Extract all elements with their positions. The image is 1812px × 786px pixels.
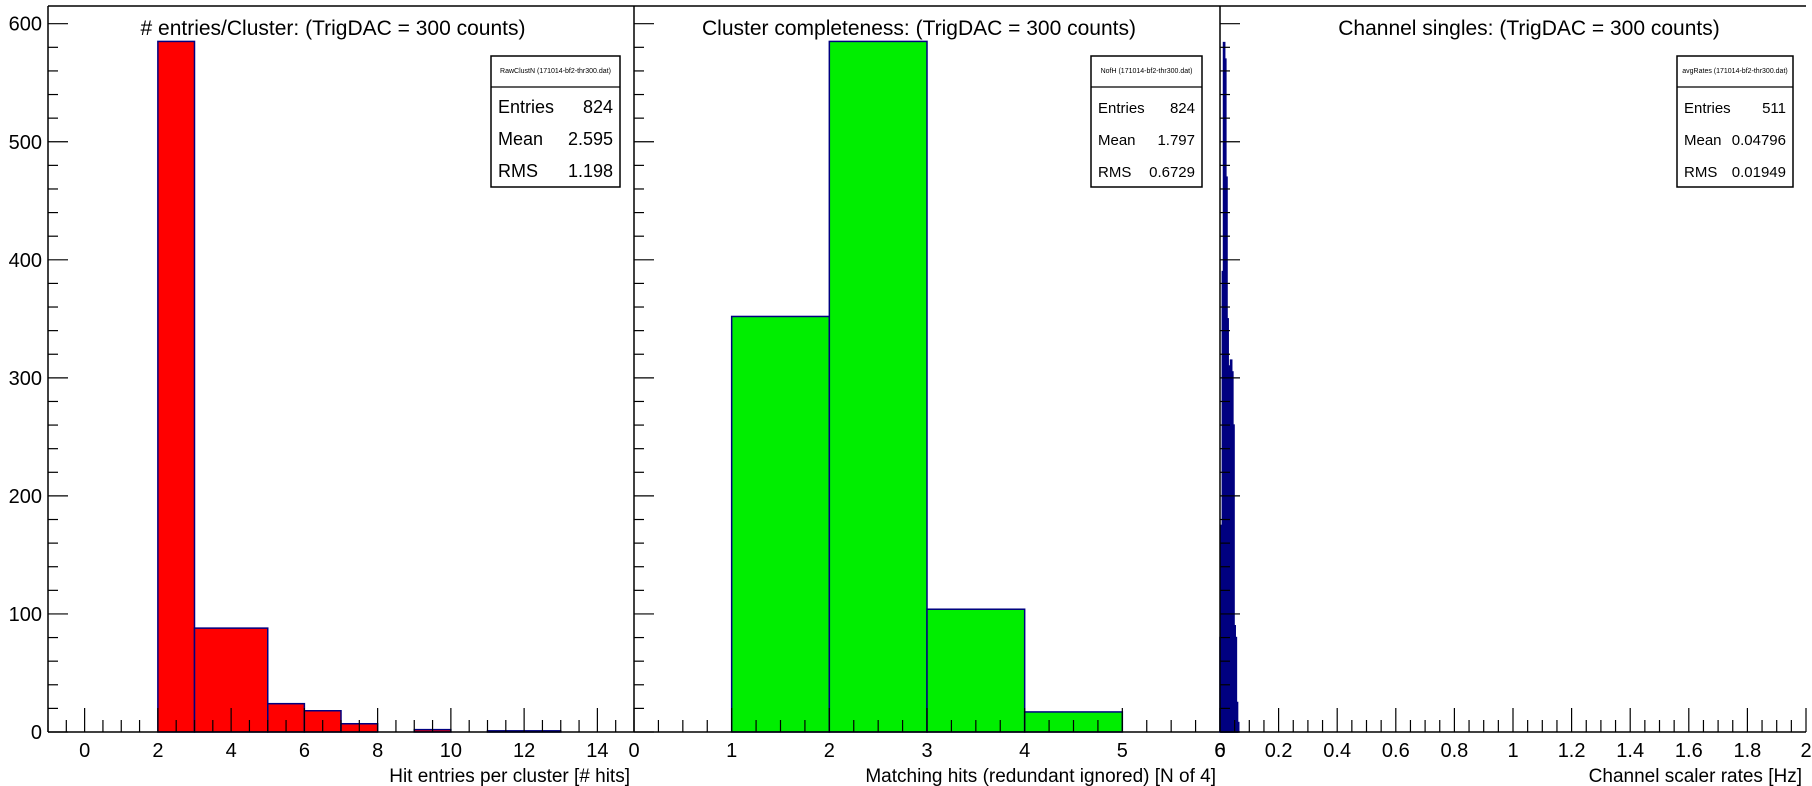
stats-box: RawClustN (171014-bf2-thr300.dat) Entries… — [491, 56, 620, 187]
x-tick-label: 2 — [824, 740, 835, 762]
x-tick-label: 6 — [299, 740, 310, 762]
stats-label: Mean — [1684, 132, 1722, 149]
stats-label: RMS — [1684, 164, 1717, 181]
stats-value: 1.198 — [568, 161, 613, 181]
x-axis-label: Channel scaler rates [Hz] — [1589, 766, 1802, 786]
panel-3: 0 0.2 0.4 0.6 0.8 1 1.2 1.4 1.6 1.8 2 Channel scale… — [1214, 6, 1811, 786]
histogram-bar — [829, 41, 927, 732]
x-tick-label: 3 — [921, 740, 932, 762]
histogram-bar — [927, 609, 1025, 732]
stats-value: 0.6729 — [1149, 164, 1195, 181]
x-tick-label: 8 — [372, 740, 383, 762]
stats-value: 1.797 — [1157, 132, 1195, 149]
y-tick-label: 500 — [9, 132, 42, 154]
x-tick-label: 1.6 — [1675, 740, 1703, 762]
stats-label: Mean — [1098, 132, 1136, 149]
x-tick-label: 0.8 — [1440, 740, 1468, 762]
y-tick-label: 100 — [9, 604, 42, 626]
stats-label: RMS — [498, 161, 538, 181]
x-tick-label: 1 — [1507, 740, 1518, 762]
stats-value: 0.01949 — [1732, 164, 1786, 181]
stats-box-name: NofH (171014-bf2-thr300.dat) — [1101, 68, 1193, 75]
stats-label: Entries — [1684, 100, 1731, 117]
x-tick-label: 2 — [1800, 740, 1811, 762]
y-tick-label: 600 — [9, 14, 42, 36]
histogram-bar — [732, 316, 830, 732]
chart-title: Channel singles: (TrigDAC = 300 counts) — [1338, 17, 1720, 40]
x-tick-label: 0.2 — [1265, 740, 1293, 762]
stats-box-name: RawClustN (171014-bf2-thr300.dat) — [500, 68, 611, 75]
histogram-bar — [158, 41, 195, 732]
x-tick-label: 0.4 — [1323, 740, 1351, 762]
x-tick-label: 10 — [440, 740, 462, 762]
x-axis-label: Hit entries per cluster [# hits] — [389, 766, 630, 786]
stats-label: Entries — [1098, 100, 1145, 117]
y-tick-label: 0 — [31, 722, 42, 744]
y-tick-label: 300 — [9, 368, 42, 390]
stats-box: avgRates (171014-bf2-thr300.dat) Entries 5… — [1677, 56, 1793, 187]
stats-label: Entries — [498, 97, 554, 117]
y-tick-label: 200 — [9, 486, 42, 508]
histogram-bar — [1238, 723, 1239, 732]
chart-title: Cluster completeness: (TrigDAC = 300 cou… — [702, 17, 1136, 40]
x-tick-label: 2 — [152, 740, 163, 762]
stats-value: 0.04796 — [1732, 132, 1786, 149]
x-tick-label: 12 — [513, 740, 535, 762]
chart-title: # entries/Cluster: (TrigDAC = 300 counts… — [141, 17, 526, 40]
x-tick-label: 5 — [1117, 740, 1128, 762]
x-tick-label: 4 — [226, 740, 237, 762]
stats-label: RMS — [1098, 164, 1131, 181]
x-tick-label: 0.6 — [1382, 740, 1410, 762]
x-tick-label: 1.2 — [1558, 740, 1586, 762]
x-axis-label: Matching hits (redundant ignored) [N of … — [865, 766, 1216, 786]
y-tick-label: 400 — [9, 250, 42, 272]
stats-value: 2.595 — [568, 129, 613, 149]
x-tick-label: 4 — [1019, 740, 1030, 762]
panel-1: 0 100 200 300 400 500 600 0 2 4 6 8 10 12 14 Hit entrie… — [9, 6, 634, 786]
x-tick-label: 1 — [726, 740, 737, 762]
x-tick-label: 0 — [628, 740, 639, 762]
x-tick-label: 0 — [79, 740, 90, 762]
x-tick-label: 14 — [586, 740, 608, 762]
x-tick-label: 0 — [1214, 740, 1225, 762]
stats-value: 824 — [583, 97, 613, 117]
stats-value: 511 — [1762, 100, 1786, 117]
stats-box-name: avgRates (171014-bf2-thr300.dat) — [1682, 68, 1787, 75]
x-tick-label: 1.4 — [1616, 740, 1644, 762]
x-tick-label: 1.8 — [1733, 740, 1761, 762]
stats-box: NofH (171014-bf2-thr300.dat) Entries 824 Me… — [1091, 56, 1202, 187]
stats-label: Mean — [498, 129, 543, 149]
stats-value: 824 — [1170, 100, 1195, 117]
